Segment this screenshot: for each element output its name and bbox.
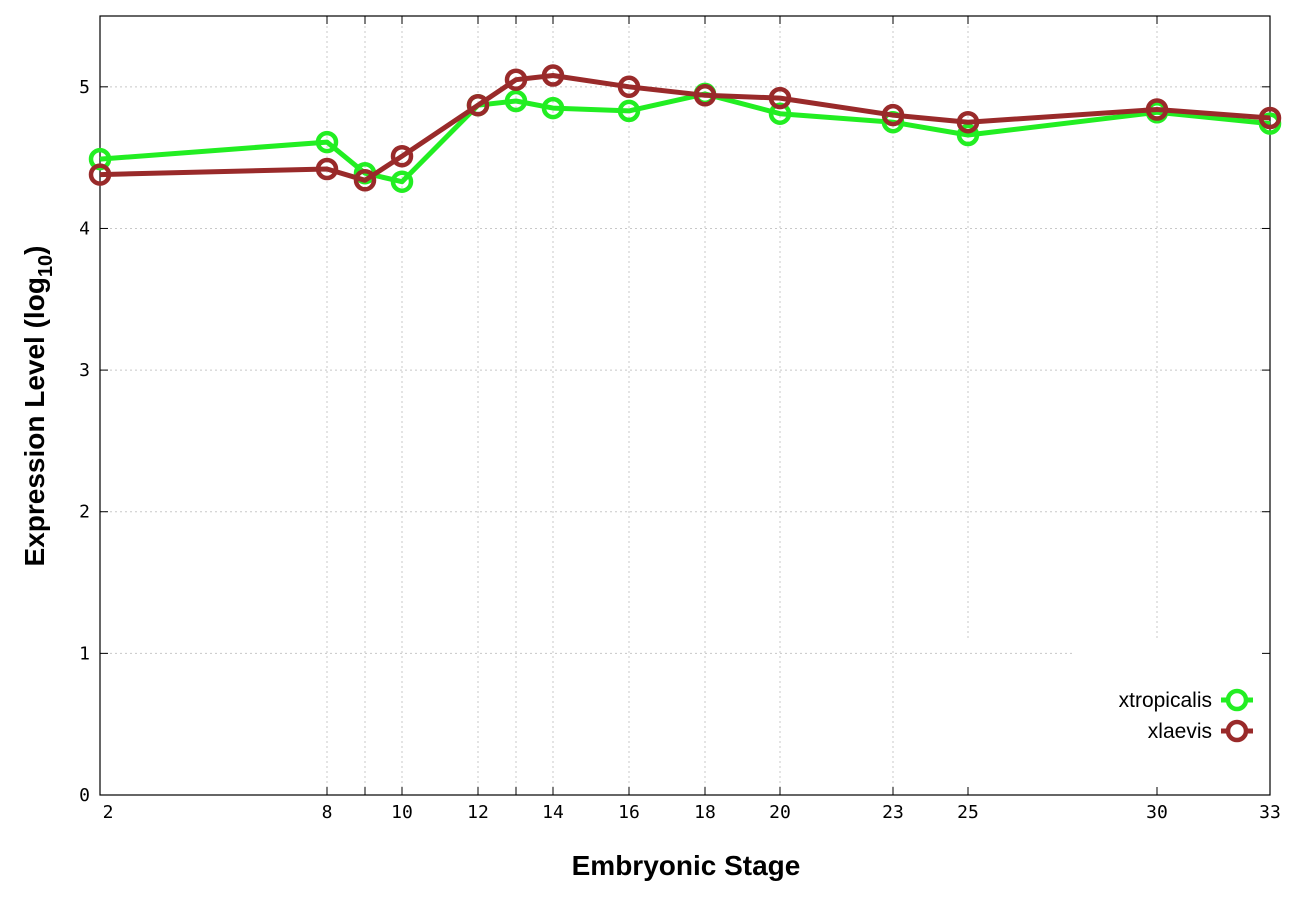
x-tick-label: 18 <box>694 802 716 823</box>
data-point <box>881 103 905 127</box>
y-tick-label: 0 <box>79 785 90 806</box>
data-point <box>541 96 565 120</box>
x-tick-label: 12 <box>467 802 489 823</box>
y-axis-title-subscript: 10 <box>35 255 57 277</box>
legend-swatch-marker <box>1225 719 1249 743</box>
y-tick-label: 5 <box>79 77 90 98</box>
x-tick-label: 16 <box>618 802 640 823</box>
legend-label: xtropicalis <box>1119 689 1212 712</box>
data-point <box>693 84 717 107</box>
x-tick-label: 2 <box>103 802 114 823</box>
y-tick-label: 4 <box>79 218 90 239</box>
data-point <box>617 75 641 99</box>
x-tick-label: 14 <box>542 802 564 823</box>
x-axis-title: Embryonic Stage <box>572 850 801 881</box>
data-point <box>390 144 414 168</box>
data-point <box>315 130 339 154</box>
data-point <box>88 163 112 186</box>
data-point <box>617 99 641 123</box>
data-point <box>956 123 980 147</box>
data-point <box>956 110 980 134</box>
data-point <box>541 64 565 87</box>
legend-label: xlaevis <box>1148 720 1212 743</box>
data-point <box>466 93 490 117</box>
series-line <box>99 73 1271 183</box>
y-tick-label: 2 <box>79 502 90 523</box>
data-point <box>768 86 792 110</box>
x-tick-label: 20 <box>769 802 791 823</box>
data-point <box>1258 106 1282 130</box>
series-lines <box>88 64 1282 193</box>
x-tick-label: 30 <box>1146 802 1168 823</box>
data-point <box>1145 98 1169 121</box>
legend: xtropicalis xlaevis <box>1119 688 1253 743</box>
data-point <box>390 170 414 193</box>
x-tick-label: 8 <box>322 802 333 823</box>
legend-item-xtropicalis: xtropicalis <box>1119 688 1253 712</box>
y-axis-title-main: Expression Level (log <box>19 277 50 566</box>
data-point <box>315 157 339 181</box>
data-point <box>504 68 528 91</box>
legend-item-xlaevis: xlaevis <box>1148 719 1253 743</box>
data-point <box>768 102 792 125</box>
x-tick-label: 10 <box>391 802 413 823</box>
y-tick-label: 1 <box>79 643 90 664</box>
grid-lines <box>100 16 1270 795</box>
data-point <box>88 147 112 171</box>
y-axis-title-close: ) <box>19 246 50 255</box>
y-axis-title: Expression Level (log10) <box>19 246 57 567</box>
series-xtropicalis <box>88 82 1282 193</box>
data-point <box>504 89 528 113</box>
x-tick-label: 33 <box>1259 802 1281 823</box>
x-tick-label: 25 <box>957 802 979 823</box>
series-xlaevis <box>88 64 1282 192</box>
data-point <box>353 169 377 192</box>
y-tick-label: 3 <box>79 360 90 381</box>
legend-swatch-marker <box>1225 688 1249 712</box>
x-tick-label: 23 <box>882 802 904 823</box>
plot-frame <box>99 15 1271 796</box>
